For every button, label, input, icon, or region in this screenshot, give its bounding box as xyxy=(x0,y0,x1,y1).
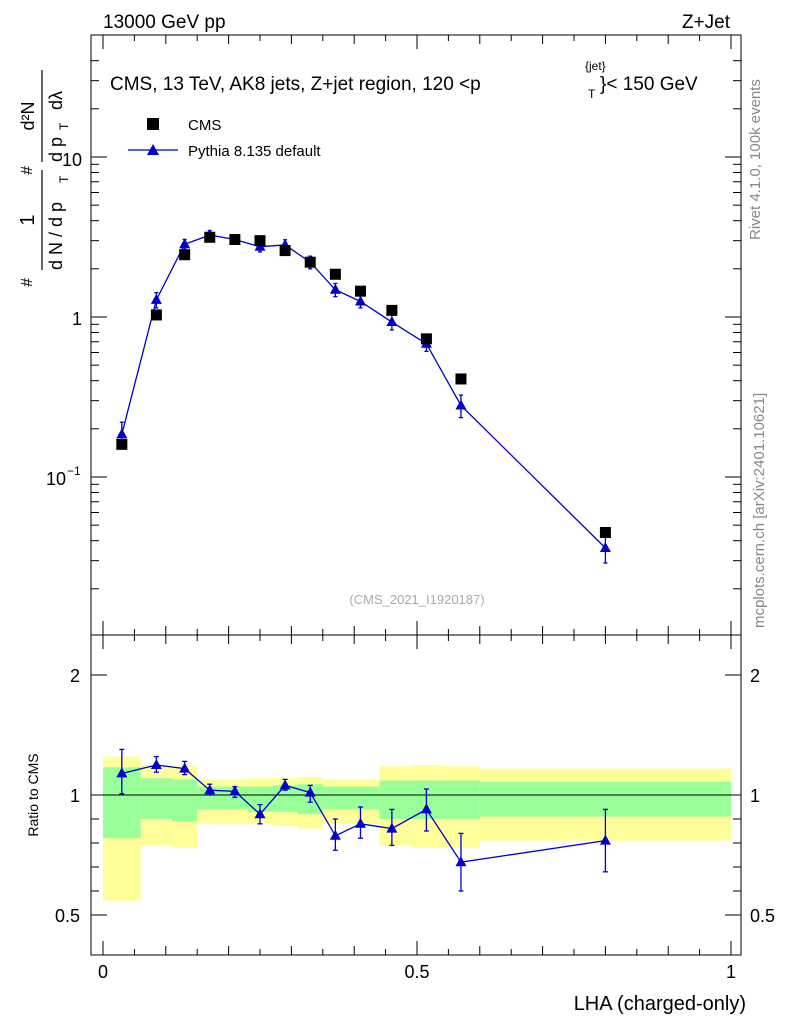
ratio-ytick-1-right: 1 xyxy=(750,786,760,806)
ratio-point xyxy=(150,759,162,769)
mc-point xyxy=(386,316,398,327)
ytick-label-10: 10 xyxy=(62,150,82,170)
ratio-ytick-2-left: 2 xyxy=(70,666,80,686)
chart-title-sup: {jet} xyxy=(585,59,606,73)
ylabel-hash-inner: # xyxy=(19,166,36,175)
ratio-point xyxy=(599,834,611,845)
legend: CMS Pythia 8.135 default xyxy=(128,117,321,160)
legend-marker-mc xyxy=(147,144,159,155)
xtick-label-1: 1 xyxy=(726,962,736,982)
xtick-label-0p5: 0.5 xyxy=(404,962,429,982)
mc-point xyxy=(455,399,467,410)
ytick-label-0p1: 10 xyxy=(46,469,66,489)
ratio-point xyxy=(229,785,241,796)
green-band-bin xyxy=(322,786,380,810)
chart-title-end: }< 150 GeV xyxy=(600,74,698,95)
ylabel-denominator: d N / d p xyxy=(46,202,66,270)
upper-marks xyxy=(116,229,611,564)
ratio-ytick-0p5-right: 0.5 xyxy=(750,906,775,926)
mc-line xyxy=(121,234,606,549)
lower-ytick-labels: 2 1 0.5 2 1 0.5 xyxy=(55,666,775,926)
chart-title-sub: T xyxy=(588,87,596,101)
green-band-bin xyxy=(172,779,198,822)
legend-marker-cms xyxy=(147,118,159,130)
ylabel-numerator-one: 1 xyxy=(17,214,39,225)
cms-point xyxy=(229,234,241,246)
xtick-labels: 0 0.5 1 xyxy=(98,962,736,982)
cms-point xyxy=(354,285,366,297)
header-left: 13000 GeV pp xyxy=(103,12,226,33)
x-axis-label: LHA (charged-only) xyxy=(574,993,746,1015)
ratio-point xyxy=(279,779,291,790)
cms-point xyxy=(386,304,398,316)
ytick-label-1: 1 xyxy=(72,309,82,329)
cms-point xyxy=(116,438,128,450)
analysis-watermark: (CMS_2021_I1920187) xyxy=(349,592,484,607)
ratio-point xyxy=(386,822,398,833)
cms-point xyxy=(420,333,432,345)
green-band-bin xyxy=(379,780,411,819)
chart-title-main: CMS, 13 TeV, AK8 jets, Z+jet region, 120… xyxy=(110,74,481,95)
header-right: Z+Jet xyxy=(682,12,731,33)
cms-point xyxy=(455,373,467,385)
mc-point xyxy=(179,238,191,249)
ratio-point xyxy=(354,817,366,828)
rivet-label: Rivet 4.1.0, 100k events xyxy=(747,79,764,240)
ratio-point xyxy=(455,856,467,867)
ylabel-hash-outer: # xyxy=(19,278,36,287)
ratio-point xyxy=(254,808,266,819)
cms-point xyxy=(179,249,191,261)
mc-point xyxy=(329,283,341,294)
upper-panel: 10 1 10 −1 CMS, 13 TeV, AK8 jets, Z+jet … xyxy=(46,34,742,636)
legend-label-cms: CMS xyxy=(188,117,221,134)
ratio-point xyxy=(116,767,128,778)
ratio-ytick-1-left: 1 xyxy=(70,786,80,806)
ratio-point xyxy=(420,803,432,814)
ratio-ytick-2-right: 2 xyxy=(750,666,760,686)
cms-point xyxy=(599,526,611,538)
xtick-label-0: 0 xyxy=(98,962,108,982)
lower-marks xyxy=(116,748,611,892)
ratio-ylabel: Ratio to CMS xyxy=(25,753,41,836)
legend-label-mc: Pythia 8.135 default xyxy=(188,143,321,160)
cms-point xyxy=(204,231,216,243)
cms-point xyxy=(279,245,291,257)
lower-panel: 2 1 0.5 2 1 0.5 Ratio to CMS 0 0.5 1 LHA… xyxy=(25,634,775,1015)
mc-point xyxy=(599,541,611,552)
ratio-point xyxy=(329,829,341,840)
upper-ylabel: 1 d N / d p T d²N d p T dλ # # xyxy=(17,70,71,287)
ytick-label-0p1-exp: −1 xyxy=(67,464,81,478)
cms-point xyxy=(304,256,316,268)
cms-point xyxy=(150,309,162,321)
ratio-ytick-0p5-left: 0.5 xyxy=(55,906,80,926)
mcplots-label: mcplots.cern.ch [arXiv:2401.10621] xyxy=(751,393,768,628)
upper-ytick-labels: 10 1 10 −1 xyxy=(46,150,82,489)
ratio-point xyxy=(204,784,216,795)
green-band-bin xyxy=(442,780,480,819)
green-band-bin xyxy=(140,778,173,819)
green-band-bin xyxy=(197,786,223,810)
cms-point xyxy=(254,235,266,247)
lower-bands xyxy=(91,756,741,901)
ylabel-denominator-dp-sub: T xyxy=(57,122,71,130)
mc-point xyxy=(150,293,162,304)
mc-point xyxy=(354,295,366,306)
ratio-point xyxy=(304,786,316,797)
ylabel-denominator-sub: T xyxy=(57,175,71,183)
ylabel-numerator-d2n: d²N xyxy=(18,101,38,130)
ylabel-denominator-dp: d p xyxy=(46,137,66,162)
cms-point xyxy=(329,268,341,280)
lower-ticks xyxy=(91,635,741,955)
ylabel-denominator-dlambda: dλ xyxy=(46,91,66,110)
chart-title: CMS, 13 TeV, AK8 jets, Z+jet region, 120… xyxy=(110,74,481,95)
ratio-point xyxy=(179,762,191,773)
mc-point xyxy=(116,428,128,439)
upper-ticks xyxy=(91,35,741,635)
